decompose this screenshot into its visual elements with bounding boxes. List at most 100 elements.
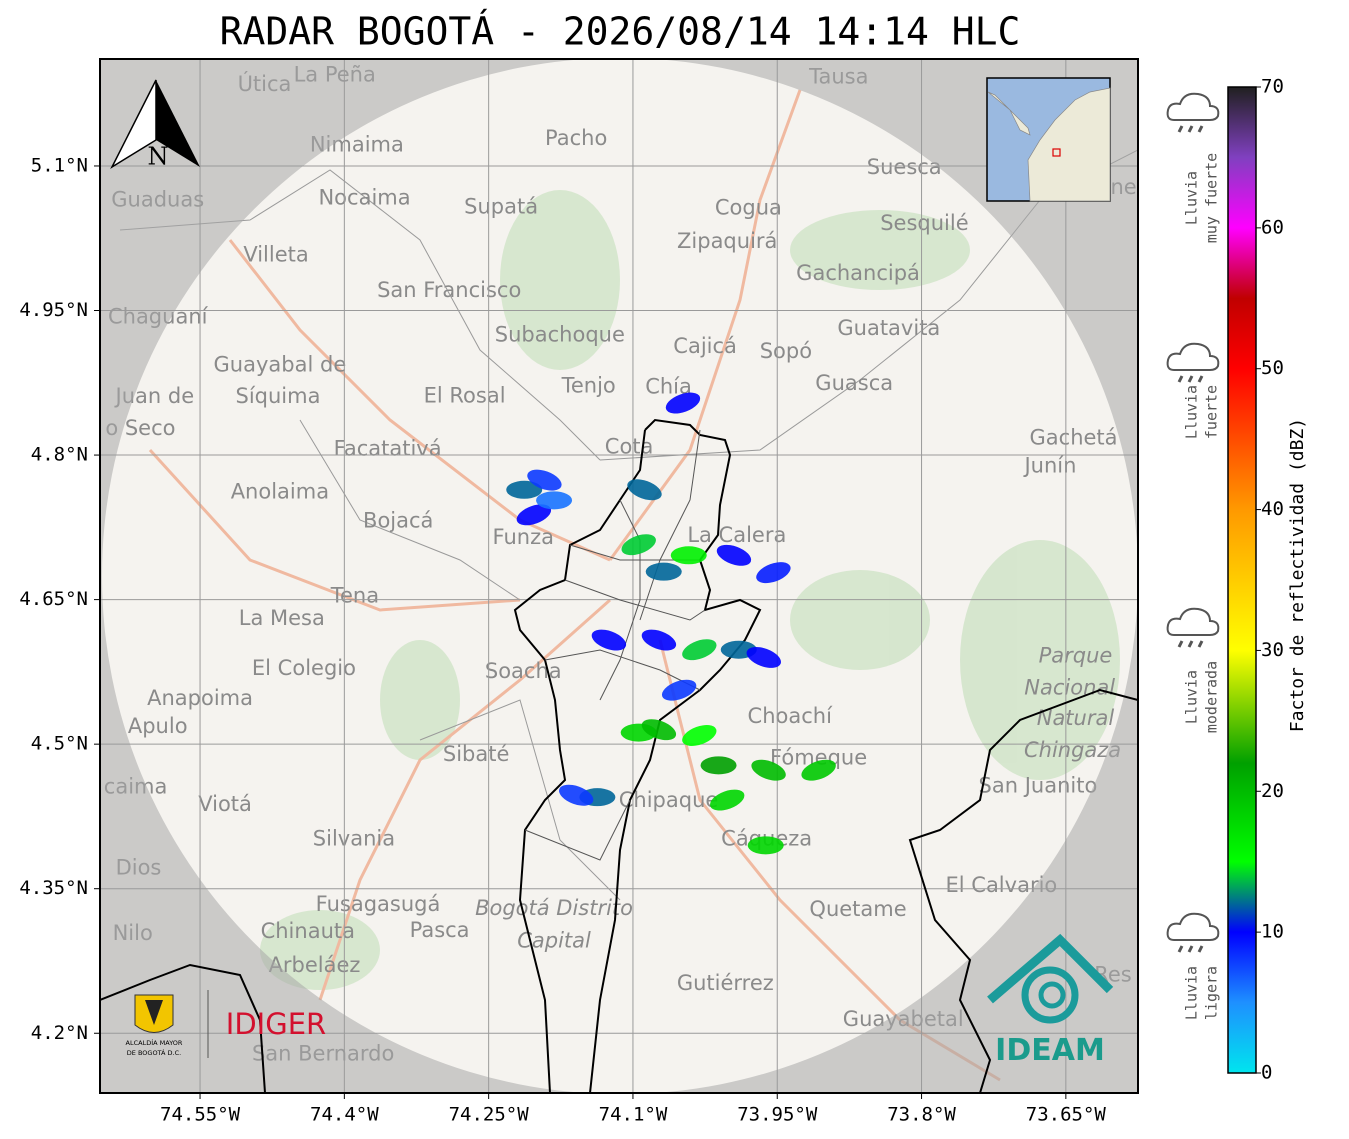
- rain-category-label: Lluvia: [1183, 670, 1201, 724]
- x-tick-label: 74.1°W: [599, 1104, 668, 1126]
- radar-echo: [591, 629, 627, 651]
- place-label: Quetame: [809, 897, 906, 921]
- rain-category-label: fuerte: [1203, 385, 1221, 439]
- place-label: Apulo: [128, 714, 188, 738]
- colorbar-tick-label: 20: [1261, 780, 1284, 802]
- place-label: San Juanito: [979, 774, 1098, 798]
- y-tick-label: 4.5°N: [31, 733, 88, 755]
- colorbar-tick-label: 70: [1261, 76, 1284, 98]
- radar-echo: [641, 629, 677, 651]
- radar-echo: [682, 639, 717, 661]
- north-arrow: N: [110, 79, 200, 171]
- place-label: Supatá: [464, 194, 538, 218]
- place-label: Facatativá: [334, 436, 442, 460]
- rain: [1177, 640, 1204, 648]
- cloud: [1166, 92, 1220, 121]
- place-label: Gachetá: [1030, 426, 1118, 450]
- ideam-logo: IDEAM: [995, 1033, 1105, 1068]
- place-label: El Rosal: [424, 383, 506, 407]
- place-label: La Calera: [687, 523, 786, 547]
- rain-category-label: moderada: [1203, 661, 1221, 733]
- radar-echo: [536, 491, 573, 510]
- place-label: Viotá: [198, 792, 252, 816]
- cloud: [1166, 342, 1220, 371]
- radar-echo: [746, 646, 781, 668]
- radar-echo: [801, 759, 836, 781]
- north-label: N: [148, 143, 169, 171]
- colorbar-tick-label: 10: [1261, 921, 1284, 943]
- y-tick-label: 4.35°N: [19, 877, 88, 899]
- place-label: Pacho: [545, 126, 607, 150]
- place-label: Sesquilé: [880, 211, 968, 235]
- place-label: Parque: [1039, 643, 1113, 667]
- x-tick-label: 73.8°W: [887, 1104, 956, 1126]
- x-tick-label: 74.55°W: [160, 1104, 241, 1126]
- radar-echo: [682, 725, 717, 746]
- radar-echo: [641, 719, 677, 741]
- place-label: Bojacá: [363, 509, 433, 533]
- radar-echo: [747, 836, 784, 855]
- colorbar-tick-label: 60: [1261, 216, 1284, 238]
- radar-echo: [627, 479, 662, 501]
- place-label: Tenjo: [561, 374, 616, 398]
- place-label: Junín: [1022, 454, 1076, 478]
- inset-map: [986, 77, 1111, 202]
- place-label: Gutiérrez: [677, 971, 774, 995]
- y-tick-label: 4.95°N: [19, 299, 88, 321]
- place-label: Natural: [1037, 706, 1115, 730]
- rain-category-icon: [1166, 92, 1220, 133]
- rain-category-icon: [1166, 342, 1220, 383]
- map-frame: [99, 58, 1139, 1094]
- place-label: Cogua: [715, 195, 782, 219]
- radar-echo: [506, 480, 543, 499]
- place-label: Síquima: [235, 384, 320, 408]
- title: RADAR BOGOTÁ - 2026/08/14 14:14 HLC: [220, 10, 1021, 54]
- x-tick-label: 74.25°W: [449, 1104, 530, 1126]
- colorbar-label: Factor de reflectividad (dBZ): [1287, 418, 1308, 732]
- place-label: Silvania: [313, 827, 395, 851]
- x-tick-label: 73.95°W: [737, 1104, 818, 1126]
- place-label: Chipaque: [619, 788, 719, 812]
- place-label: Bogotá Distrito: [475, 896, 633, 920]
- place-label: Choachí: [748, 704, 834, 728]
- radar-echo: [661, 679, 697, 701]
- logos: ALCALDÍA MAYOR DE BOGOTÁ D.C. IDIGER IDE…: [126, 933, 1114, 1068]
- colorbar: [1227, 86, 1257, 1074]
- place-label: Chinauta: [261, 919, 355, 943]
- idiger-logo: IDIGER: [226, 1007, 326, 1041]
- place-label: Cota: [605, 434, 654, 458]
- place-label: San Francisco: [377, 278, 521, 302]
- y-tick-label: 5.1°N: [31, 154, 88, 176]
- place-label: Guasca: [815, 371, 893, 395]
- y-tick-label: 4.8°N: [31, 444, 88, 466]
- radar-echo: [516, 504, 552, 526]
- cloud: [1166, 912, 1220, 941]
- place-label: Nocaima: [318, 186, 410, 210]
- colorbar-tick-label: 0: [1261, 1062, 1272, 1084]
- radar-echo: [751, 759, 786, 781]
- rain-category-label: muy fuerte: [1203, 153, 1221, 243]
- place-label: Guayabal de: [214, 352, 347, 376]
- place-label: El Colegio: [252, 656, 356, 680]
- rain-category-label: Lluvia: [1183, 171, 1201, 225]
- y-tick-label: 4.2°N: [31, 1022, 88, 1044]
- place-label: Sopó: [760, 339, 812, 363]
- place-label: Cajicá: [673, 334, 737, 358]
- place-label: Tena: [330, 584, 379, 608]
- place-label: Guatavita: [837, 316, 940, 340]
- radar-echo: [710, 789, 745, 811]
- basemap: [100, 59, 1138, 1093]
- rain-category-label: Lluvia: [1183, 966, 1201, 1020]
- place-label: Anolaima: [231, 480, 329, 504]
- rain: [1177, 945, 1204, 953]
- radar-echo: [558, 784, 594, 806]
- bogota-logo-line: ALCALDÍA MAYOR: [126, 1038, 183, 1047]
- radar-echo: [716, 544, 752, 566]
- bogota-logo-line: DE BOGOTÁ D.C.: [127, 1048, 181, 1057]
- radar-echo: [621, 534, 656, 556]
- rain: [1177, 125, 1204, 133]
- radar-echo: [670, 546, 707, 565]
- place-label: Pasca: [410, 918, 470, 942]
